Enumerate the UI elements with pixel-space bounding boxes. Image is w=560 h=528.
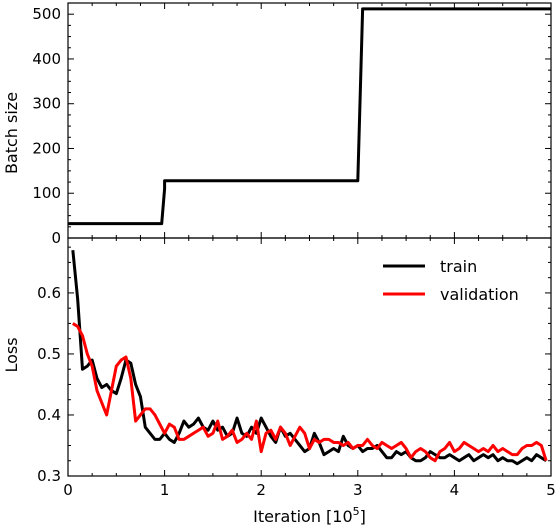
bottom-x-tick-label: 2 xyxy=(256,481,266,499)
bottom-x-tick-label: 5 xyxy=(546,481,556,499)
legend-label-train: train xyxy=(440,257,477,276)
bottom-x-tick-label: 3 xyxy=(353,481,363,499)
bottom-axes-frame xyxy=(67,237,552,477)
bottom-y-tick-label: 0.4 xyxy=(37,406,61,424)
bottom-series-line-validation xyxy=(72,322,548,463)
top-y-tick-label: 300 xyxy=(32,95,61,113)
bottom-x-tick-label: 1 xyxy=(160,481,170,499)
x-axis-label: Iteration [105] xyxy=(253,505,366,526)
legend-label-validation: validation xyxy=(440,285,519,304)
bottom-x-tick-label: 4 xyxy=(450,481,460,499)
top-axes-frame xyxy=(67,2,552,239)
top-y-tick-label: 0 xyxy=(51,229,61,247)
bottom-y-tick-label: 0.5 xyxy=(37,345,61,363)
top-series-line-0 xyxy=(68,7,551,226)
top-y-axis-label: Batch size xyxy=(2,92,21,174)
top-y-tick-label: 200 xyxy=(32,139,61,157)
bottom-series-line-train xyxy=(71,250,547,466)
top-y-tick-label: 100 xyxy=(32,184,61,202)
bottom-x-tick-label: 0 xyxy=(63,481,73,499)
bottom-y-tick-label: 0.6 xyxy=(37,284,61,302)
top-y-tick-label: 400 xyxy=(32,50,61,68)
legend: train validation xyxy=(383,257,519,304)
bottom-y-tick-label: 0.3 xyxy=(37,467,61,485)
top-panel: 0 100 200 300 400 500 xyxy=(32,2,552,247)
bottom-y-axis-label: Loss xyxy=(2,337,21,372)
bottom-panel: 0.3 0.4 0.5 0.6 0 1 2 3 4 5 xyxy=(37,237,556,499)
top-y-tick-label: 500 xyxy=(32,5,61,23)
x-axis-label-text: Iteration [105] xyxy=(253,505,366,526)
